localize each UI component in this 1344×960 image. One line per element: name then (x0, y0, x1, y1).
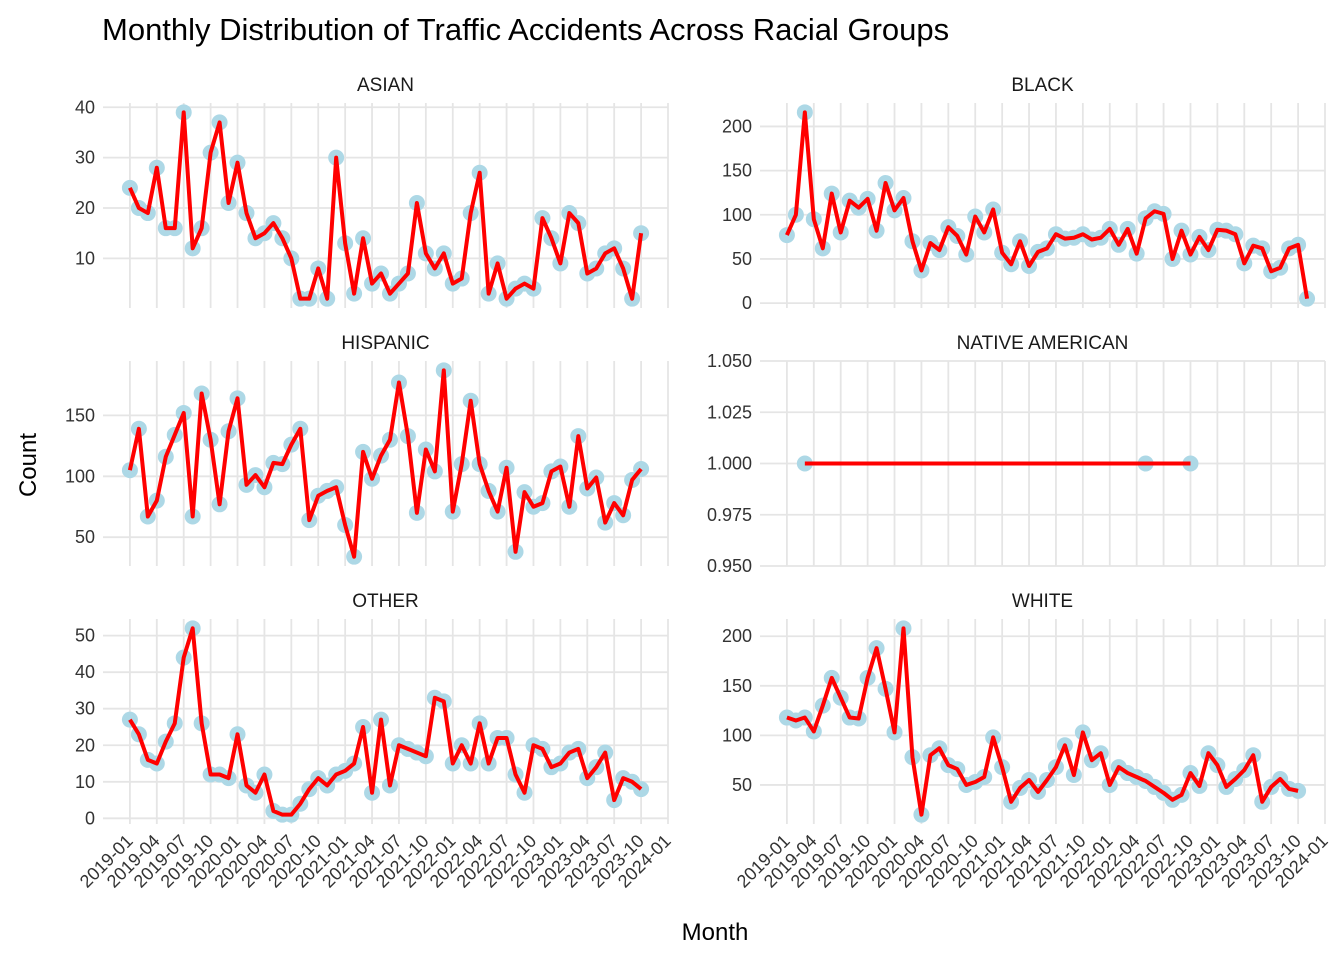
panel-title: WHITE (1012, 591, 1073, 612)
line (128, 626, 643, 817)
panel: OTHER010203040502019-012019-042019-07201… (75, 591, 675, 892)
panel-title: BLACK (1011, 75, 1074, 96)
panel: HISPANIC 50 100 150 (65, 333, 669, 566)
y-tick-label: 150 (65, 405, 95, 425)
y-tick-label: 100 (65, 466, 95, 486)
panel: ASIAN 10 20 30 40 (75, 75, 669, 308)
y-tick-label: 50 (75, 527, 95, 547)
y-tick-label: 30 (75, 699, 95, 719)
y-tick-label: 200 (722, 626, 752, 646)
y-tick-label: 50 (75, 626, 95, 646)
y-tick-label: 200 (722, 116, 752, 136)
y-tick-label: 0.975 (707, 505, 752, 525)
y-tick-label: 100 (722, 725, 752, 745)
y-tick-label: 1.025 (707, 402, 752, 422)
y-tick-label: 0.950 (707, 556, 752, 576)
y-tick-label: 10 (75, 248, 95, 268)
y-tick-label: 0 (742, 293, 752, 313)
y-tick-label: 150 (722, 676, 752, 696)
y-tick-label: 50 (732, 775, 752, 795)
y-tick-label: 20 (75, 735, 95, 755)
line (786, 626, 1299, 817)
x-axis-label: Month (682, 919, 749, 946)
panel-title: HISPANIC (341, 333, 429, 354)
y-tick-label: 100 (722, 205, 752, 225)
line (785, 110, 1310, 300)
line (128, 110, 644, 301)
panel: BLACK 0 50 100 150 200 (722, 75, 1326, 313)
panel: NATIVE AMERICAN 0.950 0.975 1.000 1.025 1.050 (707, 333, 1326, 576)
y-tick-label: 150 (722, 161, 752, 181)
y-tick-label: 30 (75, 148, 95, 168)
y-tick-label: 1.050 (707, 351, 752, 371)
y-tick-label: 50 (732, 249, 752, 269)
y-axis-label: Count (15, 433, 42, 497)
y-tick-label: 10 (75, 772, 95, 792)
y-tick-label: 20 (75, 198, 95, 218)
point (1299, 290, 1316, 307)
panel: WHITE501001502002019-012019-042019-07201… (722, 591, 1332, 892)
y-tick-label: 0 (85, 808, 95, 828)
y-tick-label: 40 (75, 662, 95, 682)
panel-title: ASIAN (357, 75, 414, 96)
panel-title: NATIVE AMERICAN (957, 333, 1129, 354)
chart-title: Monthly Distribution of Traffic Accident… (102, 12, 949, 47)
line (127, 368, 643, 559)
y-tick-label: 40 (75, 97, 95, 117)
y-tick-label: 1.000 (707, 454, 752, 474)
panel-title: OTHER (352, 591, 419, 612)
